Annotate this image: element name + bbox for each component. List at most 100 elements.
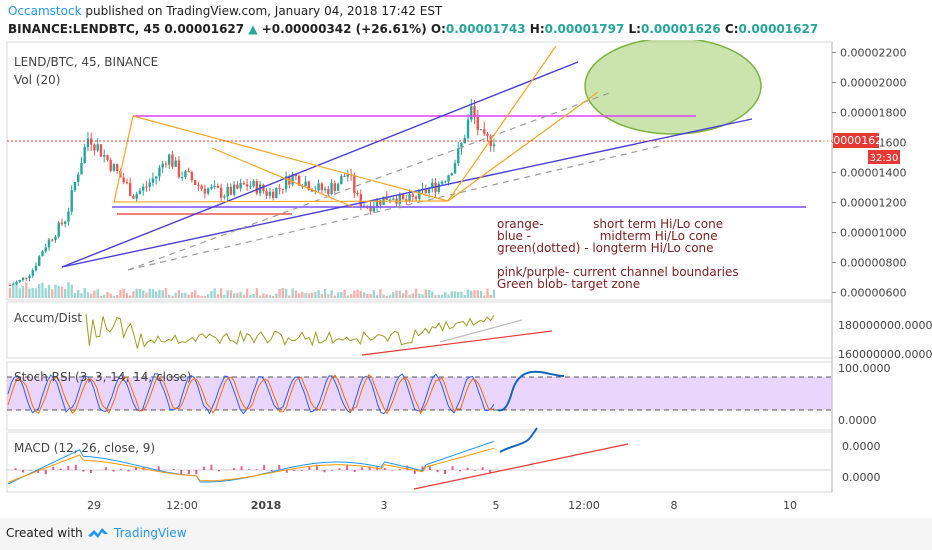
candle-body <box>226 186 229 197</box>
volume-bar <box>106 292 109 298</box>
candle-body <box>245 184 249 187</box>
candle-body <box>375 200 379 207</box>
accum-trend-grey <box>439 319 523 343</box>
macd-hist-bar <box>353 470 356 472</box>
candle-body <box>239 183 242 189</box>
candle-body <box>200 185 203 189</box>
time-tick-1200b: 12:00 <box>568 499 600 512</box>
countdown-tag-bg <box>868 150 900 164</box>
volume-bar <box>226 290 229 298</box>
volume-bar <box>54 284 57 298</box>
candle-body <box>135 193 138 199</box>
volume-bar <box>366 294 369 298</box>
tradingview-logo-icon[interactable] <box>86 524 110 542</box>
macd-hist-bar <box>104 467 107 470</box>
price-tick-label: 0.00000600 <box>840 287 906 300</box>
candle-body <box>294 174 298 176</box>
volume-bar <box>60 286 64 298</box>
symbol-pane-label: LEND/BTC, 45, BINANCE <box>14 55 158 69</box>
accum-trend-red <box>361 330 553 356</box>
macd-hist-bar <box>120 469 123 470</box>
legend-line-6: Green blob- target zone <box>497 277 640 291</box>
open-value: 0.00001743 <box>445 22 526 36</box>
volume-bar <box>112 295 116 298</box>
candle-body <box>242 183 246 185</box>
volume-bar <box>44 288 47 298</box>
volume-bar <box>356 289 359 298</box>
close-label: C: <box>724 22 739 36</box>
footer-bar: Created with TradingView <box>0 518 932 550</box>
macd-hist-bar <box>89 470 92 473</box>
candle-body <box>437 183 440 192</box>
accum-tick-2: 160000000.0000 <box>838 348 932 361</box>
candle-body <box>353 175 356 193</box>
chart-stage[interactable]: 0.00000600 0.00000800 0.00001000 0.00001200… <box>0 37 932 518</box>
time-tick-1200a: 12:00 <box>166 499 198 512</box>
volume-bar <box>294 290 298 298</box>
blue-cone-lower <box>61 118 753 268</box>
price-tick-label: 0.00001200 <box>840 197 906 210</box>
candle-body <box>103 154 106 157</box>
price-axis[interactable]: 0.00000600 0.00000800 0.00001000 0.00001200… <box>832 47 906 300</box>
price-pane[interactable] <box>6 41 833 301</box>
stoch-tick-1: 100.0000 <box>838 362 891 375</box>
macd-pane[interactable] <box>6 431 833 493</box>
candle-body <box>440 181 444 184</box>
up-arrow-icon: ▲ <box>248 22 258 36</box>
low-label: L: <box>628 22 641 36</box>
candle-body <box>229 186 233 195</box>
candle-body <box>369 206 372 212</box>
volume-bar <box>119 289 122 298</box>
volume-bar <box>31 287 34 298</box>
macd-hist-bar <box>210 464 213 470</box>
tradingview-brand[interactable]: TradingView <box>114 526 187 540</box>
volume-bar <box>327 294 330 298</box>
price-tick-label: 0.00001800 <box>840 107 906 120</box>
volume-bar <box>414 288 418 298</box>
candle-body <box>86 138 90 148</box>
candle-body <box>479 129 483 131</box>
candle-body <box>291 174 294 185</box>
macd-projection <box>499 427 538 453</box>
macd-hist-bar <box>135 467 138 470</box>
volume-bar <box>405 289 408 298</box>
candle-body <box>70 190 73 212</box>
volume-bar <box>184 292 187 298</box>
candle-body <box>54 236 57 240</box>
candle-body <box>346 173 350 177</box>
target-zone-blob <box>584 37 762 135</box>
macd-hist-bar <box>37 470 40 473</box>
candle-body <box>476 116 479 130</box>
candle-body <box>320 183 324 191</box>
time-axis[interactable]: 29 12:00 2018 3 5 12:00 8 10 <box>87 499 797 512</box>
candle-body <box>236 184 239 189</box>
volume-bar <box>307 293 311 298</box>
volume-bar <box>93 290 96 298</box>
accum-pane[interactable] <box>6 301 833 359</box>
chart-svg[interactable]: 0.00000600 0.00000800 0.00001000 0.00001200… <box>0 37 932 518</box>
candle-body <box>96 144 99 151</box>
candle-body <box>431 182 434 189</box>
volume-bar <box>392 292 395 298</box>
candle-body <box>457 148 460 164</box>
volume-bar <box>229 290 233 298</box>
macd-hist-bar <box>44 470 47 475</box>
volume-bar <box>86 292 90 298</box>
volume-bar <box>362 292 366 298</box>
stoch-projection <box>497 370 565 412</box>
volume-bar <box>47 284 51 298</box>
macd-hist-bar <box>428 466 431 470</box>
macd-hist-bar <box>127 470 130 472</box>
volume-bar <box>323 289 327 298</box>
candle-body <box>60 222 64 224</box>
candle-body <box>281 188 285 190</box>
macd-hist-bar <box>233 467 236 470</box>
volume-bar <box>340 292 343 298</box>
macd-hist-bar <box>293 470 296 471</box>
volume-bar <box>161 290 164 298</box>
publisher-name[interactable]: Occamstock <box>8 4 82 18</box>
volume-bar <box>171 295 174 298</box>
candle-body <box>343 176 346 178</box>
candle-body <box>93 144 96 151</box>
volume-bar <box>115 295 119 298</box>
